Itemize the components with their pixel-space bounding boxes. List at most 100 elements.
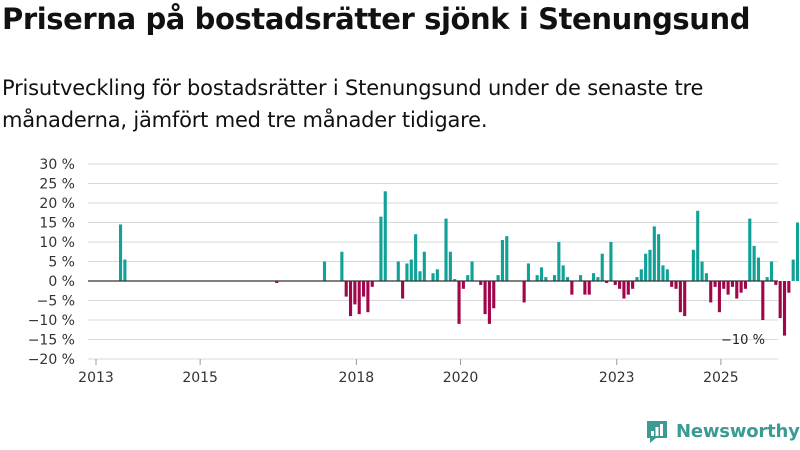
- bar: [674, 281, 678, 289]
- x-axis-ticks: 2013 2015 2018 2020 2023 2025: [78, 359, 739, 386]
- y-tick-label: 25 %: [39, 177, 75, 193]
- bar: [661, 265, 665, 281]
- bar: [782, 281, 787, 336]
- bar: [444, 218, 448, 281]
- bar: [670, 281, 674, 287]
- bar: [726, 281, 730, 295]
- bar: [774, 281, 778, 285]
- x-tick-label: 2023: [599, 370, 635, 386]
- y-tick-label: 20 %: [39, 196, 75, 212]
- bar: [418, 271, 422, 281]
- bar: [644, 253, 648, 281]
- bar: [622, 281, 626, 299]
- x-tick-label: 2013: [78, 370, 114, 386]
- bar: [557, 242, 561, 281]
- bar: [761, 281, 765, 320]
- y-axis-ticks: 30 % 25 % 20 % 15 % 10 % 5 % 0 % −5 % −10 % −15 %…: [28, 157, 75, 368]
- bar: [769, 261, 774, 281]
- bar: [535, 275, 539, 281]
- newsworthy-chart-icon: [647, 421, 667, 443]
- bar: [609, 242, 613, 281]
- bar: [696, 210, 700, 281]
- bar: [401, 281, 405, 299]
- bar: [552, 275, 557, 281]
- bar: [717, 281, 721, 313]
- bar: [700, 261, 704, 281]
- bar: [522, 281, 526, 303]
- y-tick-label: −10 %: [28, 313, 75, 329]
- bar: [605, 281, 609, 283]
- bar: [709, 281, 713, 303]
- bar: [470, 261, 474, 281]
- bar: [600, 253, 604, 281]
- bar: [626, 281, 630, 295]
- bar: [587, 281, 591, 295]
- bar: [431, 273, 435, 281]
- bar: [778, 281, 782, 319]
- brand-logo: Newsworthy: [644, 418, 800, 444]
- bar: [422, 251, 426, 281]
- bar: [405, 263, 409, 281]
- bar: [752, 245, 756, 281]
- y-tick-label: 10 %: [39, 235, 75, 251]
- bar: [118, 224, 123, 281]
- x-tick-label: 2025: [703, 370, 739, 386]
- bar: [275, 281, 279, 283]
- brand-name: Newsworthy: [676, 420, 800, 442]
- bar: [652, 226, 656, 281]
- bar: [592, 273, 596, 281]
- bar: [357, 281, 361, 315]
- x-tick-label: 2020: [443, 370, 479, 386]
- bar: [366, 281, 370, 313]
- y-tick-label: 30 %: [39, 157, 75, 173]
- bar: [743, 281, 748, 289]
- bar: [618, 281, 622, 289]
- bar: [340, 251, 344, 281]
- y-tick-label: 0 %: [48, 274, 75, 290]
- page-subtitle: Prisutveckling för bostadsrätter i Stenu…: [2, 76, 704, 132]
- bar: [657, 234, 661, 281]
- bar: [379, 216, 383, 281]
- bar: [722, 281, 726, 289]
- bar: [526, 263, 531, 281]
- bar: [322, 261, 327, 281]
- bar: [348, 281, 353, 317]
- page-title: Priserna på bostadsrätter sjönk i Stenun…: [2, 2, 751, 36]
- bar: [396, 261, 400, 281]
- bar: [639, 269, 643, 281]
- bar: [596, 277, 600, 281]
- bar: [795, 222, 800, 281]
- bar: [383, 191, 387, 281]
- bar: [631, 281, 635, 289]
- y-tick-label: 15 %: [39, 216, 75, 232]
- bar: [613, 281, 617, 285]
- bar: [435, 269, 439, 281]
- bar: [730, 281, 734, 287]
- bar: [578, 275, 583, 281]
- bar: [544, 277, 548, 281]
- bar: [344, 281, 348, 297]
- bar-chart: 30 % 25 % 20 % 15 % 10 % 5 % 0 % −5 % −10 % −15 %…: [28, 157, 800, 386]
- bar: [483, 281, 487, 315]
- bar: [683, 281, 687, 317]
- bar: [583, 281, 587, 295]
- bar: [539, 267, 544, 281]
- bar: [756, 257, 761, 281]
- axes: [88, 280, 778, 360]
- bar: [370, 281, 374, 287]
- bar: [765, 277, 769, 281]
- grid-lines: [88, 163, 778, 360]
- bar: [713, 281, 717, 287]
- bar: [466, 275, 470, 281]
- bar: [461, 281, 465, 289]
- bar: [492, 281, 496, 309]
- bars: [118, 191, 800, 336]
- bar: [791, 259, 795, 281]
- bar: [691, 249, 695, 281]
- bar: [570, 281, 574, 295]
- y-tick-label: −15 %: [28, 333, 75, 349]
- bar: [487, 281, 491, 324]
- y-tick-label: −5 %: [37, 294, 75, 310]
- bar: [362, 281, 366, 297]
- bar: [453, 279, 457, 281]
